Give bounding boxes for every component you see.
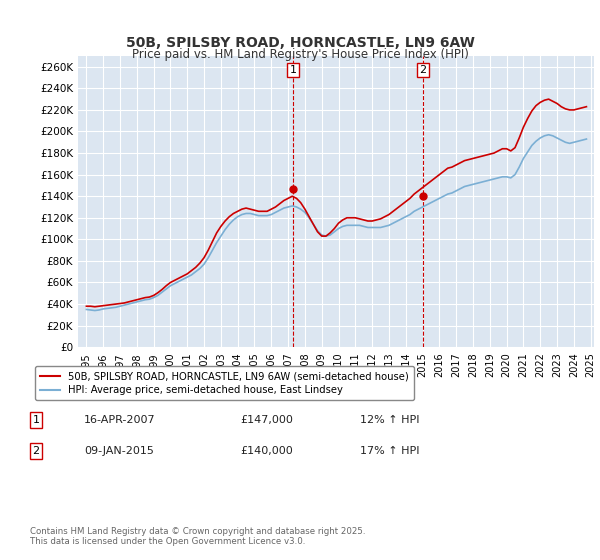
- Text: 17% ↑ HPI: 17% ↑ HPI: [360, 446, 419, 456]
- Text: 1: 1: [32, 415, 40, 425]
- Text: 2: 2: [32, 446, 40, 456]
- Text: Contains HM Land Registry data © Crown copyright and database right 2025.
This d: Contains HM Land Registry data © Crown c…: [30, 526, 365, 546]
- Text: 50B, SPILSBY ROAD, HORNCASTLE, LN9 6AW: 50B, SPILSBY ROAD, HORNCASTLE, LN9 6AW: [125, 36, 475, 50]
- Legend: 50B, SPILSBY ROAD, HORNCASTLE, LN9 6AW (semi-detached house), HPI: Average price: 50B, SPILSBY ROAD, HORNCASTLE, LN9 6AW (…: [35, 366, 414, 400]
- Text: 1: 1: [289, 65, 296, 74]
- Text: Price paid vs. HM Land Registry's House Price Index (HPI): Price paid vs. HM Land Registry's House …: [131, 48, 469, 60]
- Text: 2: 2: [419, 65, 427, 74]
- Text: 12% ↑ HPI: 12% ↑ HPI: [360, 415, 419, 425]
- Text: 09-JAN-2015: 09-JAN-2015: [84, 446, 154, 456]
- Text: £147,000: £147,000: [240, 415, 293, 425]
- Text: £140,000: £140,000: [240, 446, 293, 456]
- Text: 16-APR-2007: 16-APR-2007: [84, 415, 155, 425]
